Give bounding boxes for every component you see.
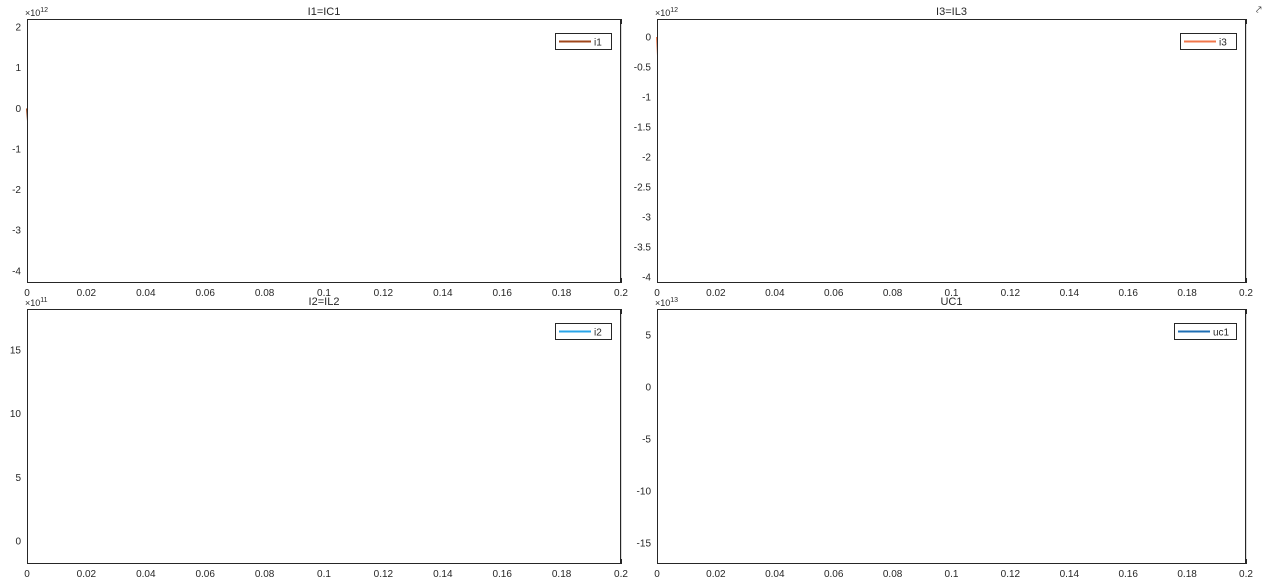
y-tick-label-uc1-4: 5	[645, 331, 651, 342]
y-tick-label-i3-il3-6: -1	[642, 93, 651, 104]
y-tick-label-i1-ic1-1: -3	[12, 226, 21, 237]
x-tick-label-uc1-0: 0	[654, 569, 660, 580]
x-tick-label-i1-ic1-3: 0.06	[195, 288, 215, 299]
legend-label-uc1: uc1	[1213, 328, 1230, 339]
x-tick-label-i2-il2-0: 0	[24, 569, 30, 580]
x-tick-label-i3-il3-8: 0.16	[1118, 288, 1138, 299]
x-tick-label-i3-il3-0: 0	[654, 288, 660, 299]
y-tick-label-i3-il3-7: -0.5	[634, 63, 652, 74]
x-tick-label-uc1-9: 0.18	[1177, 569, 1197, 580]
y-tick-label-i1-ic1-5: 1	[15, 63, 21, 74]
chart-title-i1-ic1: I1=IC1	[308, 6, 341, 18]
x-tick-label-uc1-10: 0.2	[1239, 569, 1253, 580]
undock-arrow-icon[interactable]: ⤤	[1256, 5, 1262, 16]
y-tick-label-i3-il3-4: -2	[642, 153, 651, 164]
x-tick-label-i1-ic1-10: 0.2	[614, 288, 628, 299]
x-tick-label-i1-ic1-0: 0	[24, 288, 30, 299]
x-tick-label-i3-il3-9: 0.18	[1177, 288, 1197, 299]
y-tick-label-i3-il3-3: -2.5	[634, 183, 652, 194]
x-tick-label-i3-il3-6: 0.12	[1001, 288, 1021, 299]
x-tick-label-i2-il2-3: 0.06	[195, 569, 215, 580]
y-exponent-label-i3-il3: ×1012	[655, 7, 678, 18]
x-tick-label-i2-il2-1: 0.02	[77, 569, 97, 580]
y-exponent-label-i2-il2: ×1011	[25, 297, 48, 308]
x-tick-label-i3-il3-7: 0.14	[1060, 288, 1080, 299]
x-tick-label-i2-il2-5: 0.1	[317, 569, 331, 580]
y-tick-label-i3-il3-5: -1.5	[634, 123, 652, 134]
y-tick-label-i3-il3-0: -4	[642, 273, 651, 284]
y-tick-label-i3-il3-1: -3.5	[634, 243, 652, 254]
x-tick-label-i2-il2-6: 0.12	[374, 569, 394, 580]
x-tick-label-uc1-7: 0.14	[1060, 569, 1080, 580]
x-tick-label-i1-ic1-5: 0.1	[317, 288, 331, 299]
subplot-uc1: 0 0.02 0.04 0.06 0.08 0.1 0.12 0.14 0.16 0.18 0.2 -…	[637, 296, 1254, 580]
y-tick-label-i3-il3-2: -3	[642, 213, 651, 224]
subplot-i1-ic1: 0 0.02 0.04 0.06 0.08 0.1 0.12 0.14 0.16 0.18 0.2 -…	[12, 6, 628, 299]
chart-title-i3-il3: I3=IL3	[936, 6, 967, 18]
y-tick-label-i1-ic1-6: 2	[15, 23, 21, 34]
x-tick-label-i2-il2-4: 0.08	[255, 569, 275, 580]
legend-label-i1: i1	[594, 38, 602, 49]
x-tick-label-uc1-4: 0.08	[883, 569, 903, 580]
subplot-i2-il2: 0 0.02 0.04 0.06 0.08 0.1 0.12 0.14 0.16 0.18 0.2 0…	[10, 296, 629, 580]
x-tick-label-i2-il2-10: 0.2	[614, 569, 628, 580]
y-tick-label-i1-ic1-4: 0	[15, 104, 21, 115]
x-tick-label-uc1-2: 0.04	[765, 569, 785, 580]
y-tick-label-i2-il2-3: 15	[10, 345, 22, 356]
x-tick-label-i1-ic1-4: 0.08	[255, 288, 275, 299]
x-tick-label-i3-il3-4: 0.08	[883, 288, 903, 299]
axes-box-uc1	[657, 309, 1246, 564]
x-tick-label-uc1-1: 0.02	[706, 569, 726, 580]
x-tick-label-i1-ic1-1: 0.02	[77, 288, 97, 299]
x-tick-label-i1-ic1-6: 0.12	[374, 288, 394, 299]
y-tick-label-uc1-3: 0	[645, 383, 651, 394]
x-tick-label-i1-ic1-7: 0.14	[433, 288, 453, 299]
y-tick-label-i2-il2-0: 0	[15, 537, 21, 548]
y-tick-label-i3-il3-8: 0	[645, 33, 651, 44]
y-tick-label-i1-ic1-0: -4	[12, 266, 21, 277]
x-tick-label-i3-il3-1: 0.02	[706, 288, 726, 299]
x-tick-label-uc1-8: 0.16	[1118, 569, 1138, 580]
y-tick-label-i2-il2-2: 10	[10, 409, 22, 420]
subplot-i3-il3: 0 0.02 0.04 0.06 0.08 0.1 0.12 0.14 0.16 0.18 0.2 -…	[634, 6, 1254, 299]
x-tick-label-i3-il3-5: 0.1	[945, 288, 959, 299]
x-tick-label-uc1-5: 0.1	[945, 569, 959, 580]
x-tick-label-i2-il2-8: 0.16	[492, 569, 512, 580]
x-tick-label-i3-il3-2: 0.04	[765, 288, 785, 299]
chart-title-uc1: UC1	[940, 296, 962, 308]
x-tick-label-uc1-6: 0.12	[1001, 569, 1021, 580]
y-tick-label-i2-il2-1: 5	[15, 473, 21, 484]
axes-box-i2-il2	[27, 309, 621, 564]
chart-title-i2-il2: I2=IL2	[309, 296, 340, 308]
x-tick-label-i2-il2-7: 0.14	[433, 569, 453, 580]
x-tick-label-uc1-3: 0.06	[824, 569, 844, 580]
y-exponent-label-i1-ic1: ×1012	[25, 7, 48, 18]
x-tick-label-i1-ic1-9: 0.18	[552, 288, 572, 299]
legend-label-i3: i3	[1219, 38, 1227, 49]
y-tick-label-i1-ic1-3: -1	[12, 144, 21, 155]
y-tick-label-uc1-1: -10	[637, 487, 652, 498]
axes-box-i1-ic1	[27, 19, 621, 283]
x-tick-label-i1-ic1-2: 0.04	[136, 288, 156, 299]
y-tick-label-i1-ic1-2: -2	[12, 185, 21, 196]
x-tick-label-i3-il3-3: 0.06	[824, 288, 844, 299]
y-exponent-label-uc1: ×1013	[655, 297, 678, 308]
x-tick-label-i1-ic1-8: 0.16	[492, 288, 512, 299]
x-tick-label-i2-il2-2: 0.04	[136, 569, 156, 580]
y-tick-label-uc1-2: -5	[642, 435, 651, 446]
legend-label-i2: i2	[594, 328, 602, 339]
x-tick-label-i3-il3-10: 0.2	[1239, 288, 1253, 299]
axes-box-i3-il3	[657, 19, 1246, 283]
y-tick-label-uc1-0: -15	[637, 539, 652, 550]
x-tick-label-i2-il2-9: 0.18	[552, 569, 572, 580]
